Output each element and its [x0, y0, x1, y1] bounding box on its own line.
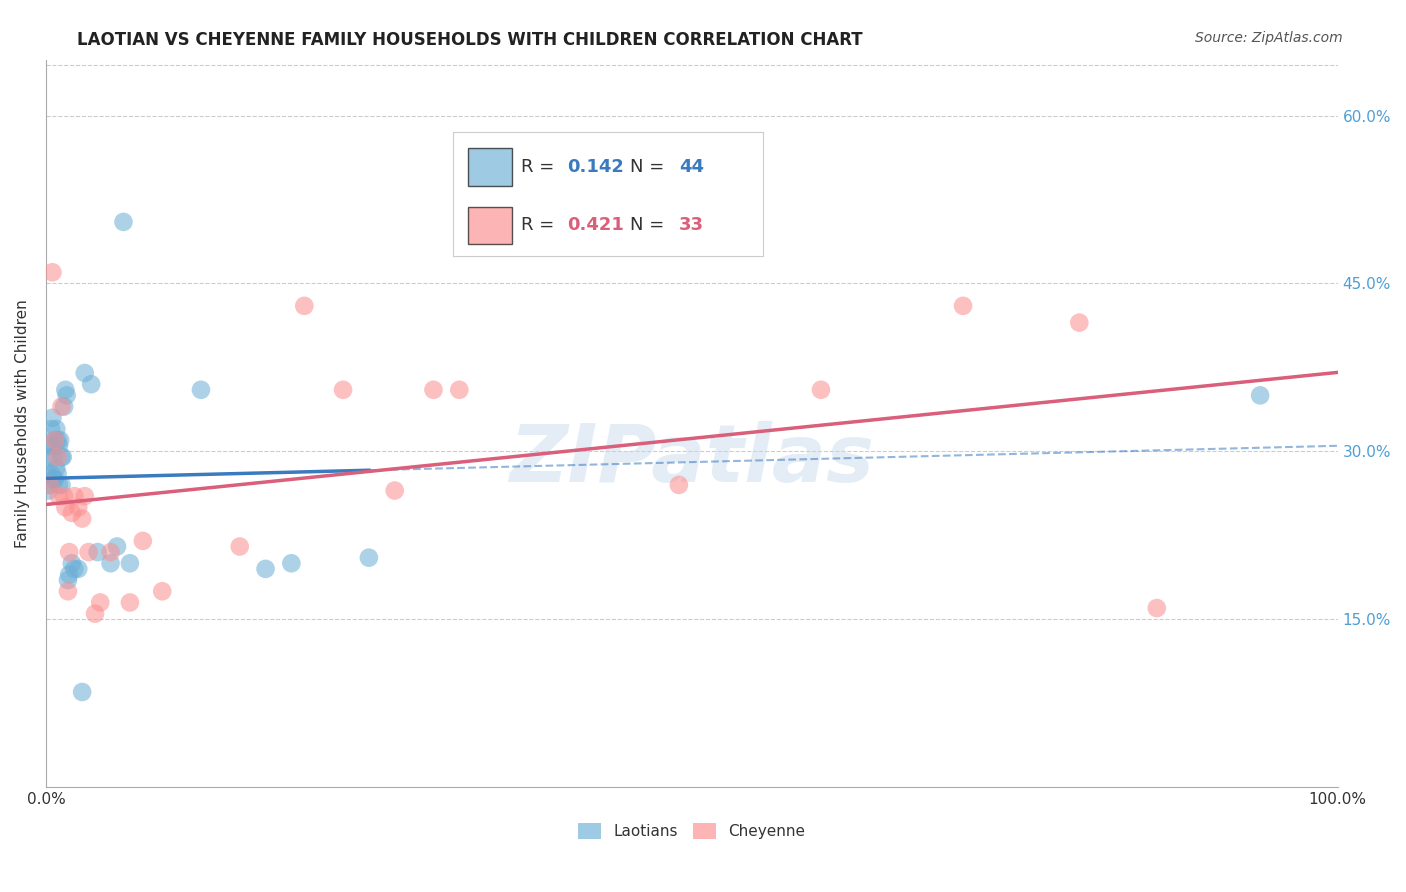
- Point: [49, 433, 72, 447]
- Point: [46, 450, 69, 464]
- Point: [280, 556, 302, 570]
- Text: ZIPatlas: ZIPatlas: [509, 421, 875, 499]
- Point: [422, 383, 444, 397]
- Point: [46, 467, 69, 481]
- Point: [73, 489, 96, 503]
- Point: [357, 550, 380, 565]
- Point: [810, 383, 832, 397]
- Point: [38, 478, 60, 492]
- Point: [105, 540, 128, 554]
- Point: [384, 483, 406, 498]
- Point: [292, 299, 315, 313]
- Point: [1146, 601, 1168, 615]
- Point: [332, 383, 354, 397]
- Point: [73, 366, 96, 380]
- Point: [48, 439, 70, 453]
- Point: [80, 377, 103, 392]
- Point: [70, 685, 93, 699]
- Point: [45, 461, 67, 475]
- Point: [38, 483, 60, 498]
- Point: [112, 215, 135, 229]
- Point: [58, 567, 80, 582]
- Point: [45, 422, 67, 436]
- Point: [67, 500, 90, 515]
- Point: [668, 478, 690, 492]
- Point: [38, 439, 60, 453]
- Point: [51, 478, 73, 492]
- Point: [449, 383, 471, 397]
- Point: [41, 410, 63, 425]
- Point: [132, 533, 155, 548]
- Point: [190, 383, 212, 397]
- Point: [38, 450, 60, 464]
- Point: [37, 467, 59, 481]
- Point: [100, 556, 122, 570]
- Point: [38, 478, 60, 492]
- Point: [42, 450, 65, 464]
- Point: [52, 450, 75, 464]
- Point: [77, 545, 100, 559]
- Y-axis label: Family Households with Children: Family Households with Children: [15, 299, 30, 548]
- Point: [39, 422, 62, 436]
- Point: [39, 467, 62, 481]
- Point: [51, 450, 73, 464]
- Point: [41, 265, 63, 279]
- Point: [53, 500, 76, 515]
- Point: [118, 595, 141, 609]
- Point: [118, 556, 141, 570]
- Point: [1069, 316, 1091, 330]
- Point: [63, 489, 86, 503]
- Point: [44, 433, 66, 447]
- Point: [100, 545, 122, 559]
- Point: [60, 506, 83, 520]
- Point: [56, 573, 79, 587]
- Point: [42, 472, 65, 486]
- Point: [1249, 388, 1271, 402]
- Point: [84, 607, 107, 621]
- Point: [55, 388, 77, 402]
- Point: [86, 545, 108, 559]
- Point: [228, 540, 250, 554]
- Point: [48, 489, 70, 503]
- Point: [44, 472, 66, 486]
- Point: [63, 562, 86, 576]
- Point: [53, 383, 76, 397]
- Point: [254, 562, 277, 576]
- Point: [56, 584, 79, 599]
- Point: [67, 562, 90, 576]
- Point: [952, 299, 974, 313]
- Text: LAOTIAN VS CHEYENNE FAMILY HOUSEHOLDS WITH CHILDREN CORRELATION CHART: LAOTIAN VS CHEYENNE FAMILY HOUSEHOLDS WI…: [77, 31, 863, 49]
- Point: [58, 545, 80, 559]
- Point: [48, 478, 70, 492]
- Point: [53, 400, 76, 414]
- Point: [44, 433, 66, 447]
- Point: [46, 433, 69, 447]
- Point: [70, 511, 93, 525]
- Point: [150, 584, 173, 599]
- Point: [51, 400, 73, 414]
- Legend: Laotians, Cheyenne: Laotians, Cheyenne: [572, 817, 811, 845]
- Point: [53, 489, 76, 503]
- Point: [60, 556, 83, 570]
- Text: Source: ZipAtlas.com: Source: ZipAtlas.com: [1195, 31, 1343, 45]
- Point: [89, 595, 111, 609]
- Point: [41, 439, 63, 453]
